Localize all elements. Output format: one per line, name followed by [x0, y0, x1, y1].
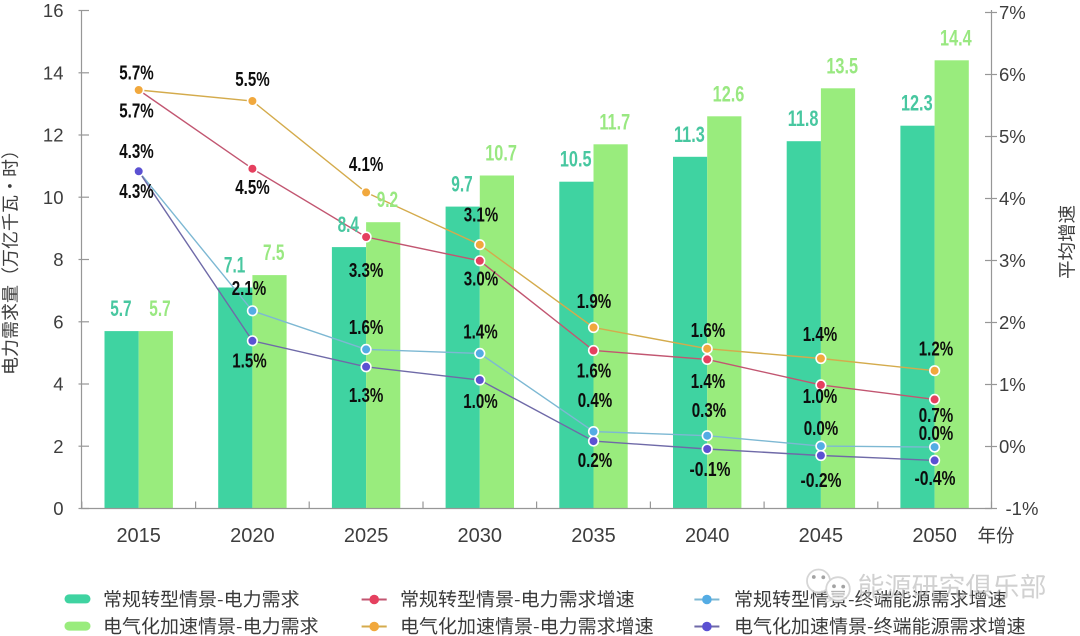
svg-text:1.4%: 1.4%	[803, 323, 838, 346]
svg-text:9.7: 9.7	[451, 173, 472, 197]
svg-text:6%: 6%	[999, 64, 1026, 85]
svg-text:5.7: 5.7	[149, 298, 170, 322]
svg-text:16: 16	[43, 0, 64, 21]
svg-text:1.4%: 1.4%	[463, 320, 498, 343]
svg-text:4: 4	[53, 374, 63, 395]
svg-text:5.7: 5.7	[110, 298, 131, 322]
svg-text:2040: 2040	[685, 525, 730, 547]
svg-text:0.4%: 0.4%	[578, 389, 613, 412]
svg-text:2050: 2050	[912, 525, 957, 547]
svg-text:8: 8	[53, 249, 63, 270]
svg-text:4.3%: 4.3%	[119, 180, 154, 203]
svg-text:10: 10	[43, 187, 64, 208]
svg-text:1.6%: 1.6%	[577, 359, 612, 382]
svg-text:1.9%: 1.9%	[577, 290, 612, 313]
svg-text:-0.4%: -0.4%	[914, 467, 955, 489]
svg-text:1.6%: 1.6%	[349, 316, 384, 339]
svg-text:6: 6	[53, 311, 63, 332]
svg-text:2020: 2020	[230, 525, 275, 547]
svg-text:14: 14	[43, 63, 64, 84]
svg-text:3.0%: 3.0%	[464, 267, 499, 290]
svg-text:2.1%: 2.1%	[232, 277, 267, 300]
svg-text:2015: 2015	[116, 525, 161, 547]
svg-text:2030: 2030	[458, 525, 503, 547]
svg-text:13.5: 13.5	[826, 54, 858, 79]
svg-text:1%: 1%	[999, 374, 1026, 395]
svg-text:3.1%: 3.1%	[464, 203, 499, 226]
svg-text:-0.1%: -0.1%	[689, 458, 730, 480]
svg-text:8.4: 8.4	[338, 214, 360, 238]
svg-text:5.5%: 5.5%	[235, 68, 270, 91]
svg-text:-0.2%: -0.2%	[800, 469, 841, 491]
svg-text:1.6%: 1.6%	[691, 319, 726, 342]
svg-text:2025: 2025	[344, 525, 389, 547]
svg-text:1.2%: 1.2%	[919, 337, 954, 360]
svg-text:1.5%: 1.5%	[232, 349, 267, 372]
svg-text:11.7: 11.7	[599, 110, 630, 135]
svg-text:10.5: 10.5	[560, 147, 592, 172]
svg-text:0.3%: 0.3%	[692, 399, 727, 422]
svg-text:0.0%: 0.0%	[919, 422, 954, 445]
svg-text:5.7%: 5.7%	[119, 99, 154, 122]
svg-text:11.8: 11.8	[788, 107, 819, 132]
svg-text:2045: 2045	[799, 525, 844, 547]
svg-text:4.3%: 4.3%	[119, 140, 154, 163]
svg-text:3%: 3%	[999, 250, 1026, 271]
svg-text:14.4: 14.4	[940, 26, 972, 51]
svg-text:1.3%: 1.3%	[349, 384, 384, 407]
svg-text:0.2%: 0.2%	[578, 449, 613, 472]
svg-text:7.1: 7.1	[224, 254, 246, 278]
svg-text:12.6: 12.6	[713, 82, 745, 107]
svg-text:1.0%: 1.0%	[803, 385, 838, 408]
svg-text:4%: 4%	[999, 188, 1026, 209]
svg-text:0%: 0%	[999, 436, 1026, 457]
svg-text:0.7%: 0.7%	[919, 404, 954, 427]
svg-text:2: 2	[53, 436, 63, 457]
svg-text:7%: 7%	[999, 2, 1026, 23]
svg-text:5.7%: 5.7%	[119, 61, 154, 84]
svg-text:2%: 2%	[999, 312, 1026, 333]
svg-text:4.1%: 4.1%	[349, 153, 384, 176]
svg-text:11.3: 11.3	[674, 122, 705, 147]
svg-text:10.7: 10.7	[485, 141, 517, 166]
svg-text:0.0%: 0.0%	[804, 417, 839, 440]
svg-text:1.0%: 1.0%	[463, 390, 498, 413]
svg-text:5%: 5%	[999, 126, 1026, 147]
svg-text:12.3: 12.3	[901, 91, 933, 116]
svg-text:9.2: 9.2	[377, 189, 398, 213]
svg-text:4.5%: 4.5%	[235, 176, 270, 199]
svg-text:1.4%: 1.4%	[691, 370, 726, 393]
svg-text:7.5: 7.5	[263, 242, 285, 266]
svg-text:12: 12	[43, 125, 64, 146]
svg-text:-1%: -1%	[1006, 498, 1039, 519]
svg-text:2035: 2035	[571, 525, 616, 547]
svg-text:3.3%: 3.3%	[349, 259, 384, 282]
svg-text:0: 0	[53, 498, 63, 519]
